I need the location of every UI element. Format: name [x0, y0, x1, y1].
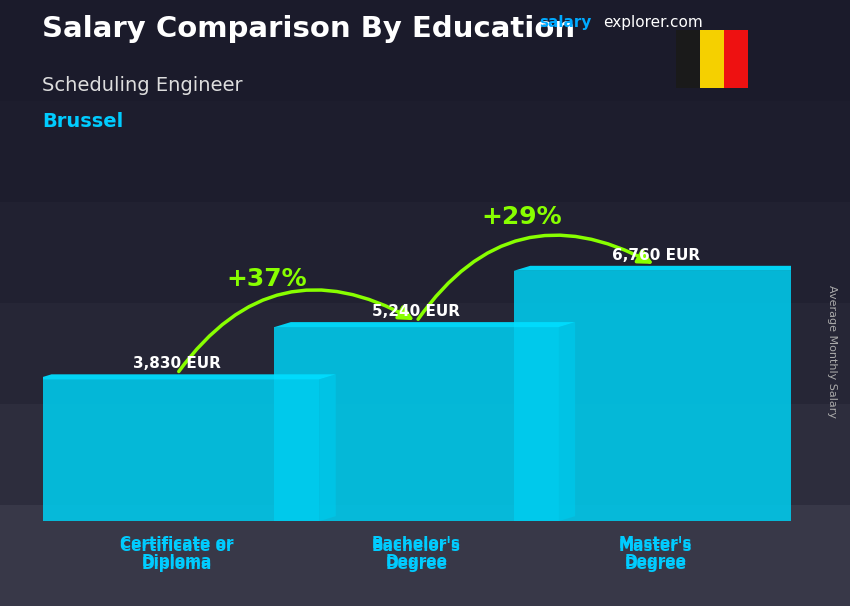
Text: Master's
Degree: Master's Degree [619, 539, 693, 571]
Text: Bachelor's
Degree: Bachelor's Degree [372, 536, 461, 568]
Polygon shape [513, 271, 798, 521]
Bar [0, 101, 850, 202]
Text: Scheduling Engineer: Scheduling Engineer [42, 76, 243, 95]
Bar [0, 303, 850, 404]
Polygon shape [558, 322, 575, 521]
Text: Certificate or
Diploma: Certificate or Diploma [121, 539, 234, 571]
FancyArrowPatch shape [418, 235, 650, 319]
Polygon shape [275, 327, 558, 521]
Text: Brussel: Brussel [42, 112, 124, 131]
FancyArrowPatch shape [178, 290, 411, 371]
Text: +37%: +37% [227, 267, 307, 291]
Text: Average Monthly Salary: Average Monthly Salary [827, 285, 837, 418]
Polygon shape [320, 375, 336, 521]
Text: Master's
Degree: Master's Degree [619, 536, 693, 568]
Bar [676, 30, 700, 88]
Polygon shape [513, 266, 814, 271]
Text: 3,830 EUR: 3,830 EUR [133, 356, 221, 371]
Text: 5,240 EUR: 5,240 EUR [372, 304, 461, 319]
Text: explorer.com: explorer.com [604, 15, 703, 30]
Polygon shape [798, 266, 814, 521]
Text: +29%: +29% [481, 205, 562, 230]
Text: 6,760 EUR: 6,760 EUR [612, 248, 700, 262]
Bar [0, 202, 850, 303]
Bar [0, 505, 850, 606]
Bar [724, 30, 748, 88]
Text: Certificate or
Diploma: Certificate or Diploma [121, 536, 234, 568]
Polygon shape [275, 322, 575, 327]
Bar [700, 30, 724, 88]
Text: salary: salary [540, 15, 592, 30]
Bar [0, 0, 850, 101]
Bar [0, 404, 850, 505]
Polygon shape [35, 379, 320, 521]
Polygon shape [35, 375, 336, 379]
Text: Salary Comparison By Education: Salary Comparison By Education [42, 15, 575, 43]
Text: Bachelor's
Degree: Bachelor's Degree [372, 539, 461, 571]
